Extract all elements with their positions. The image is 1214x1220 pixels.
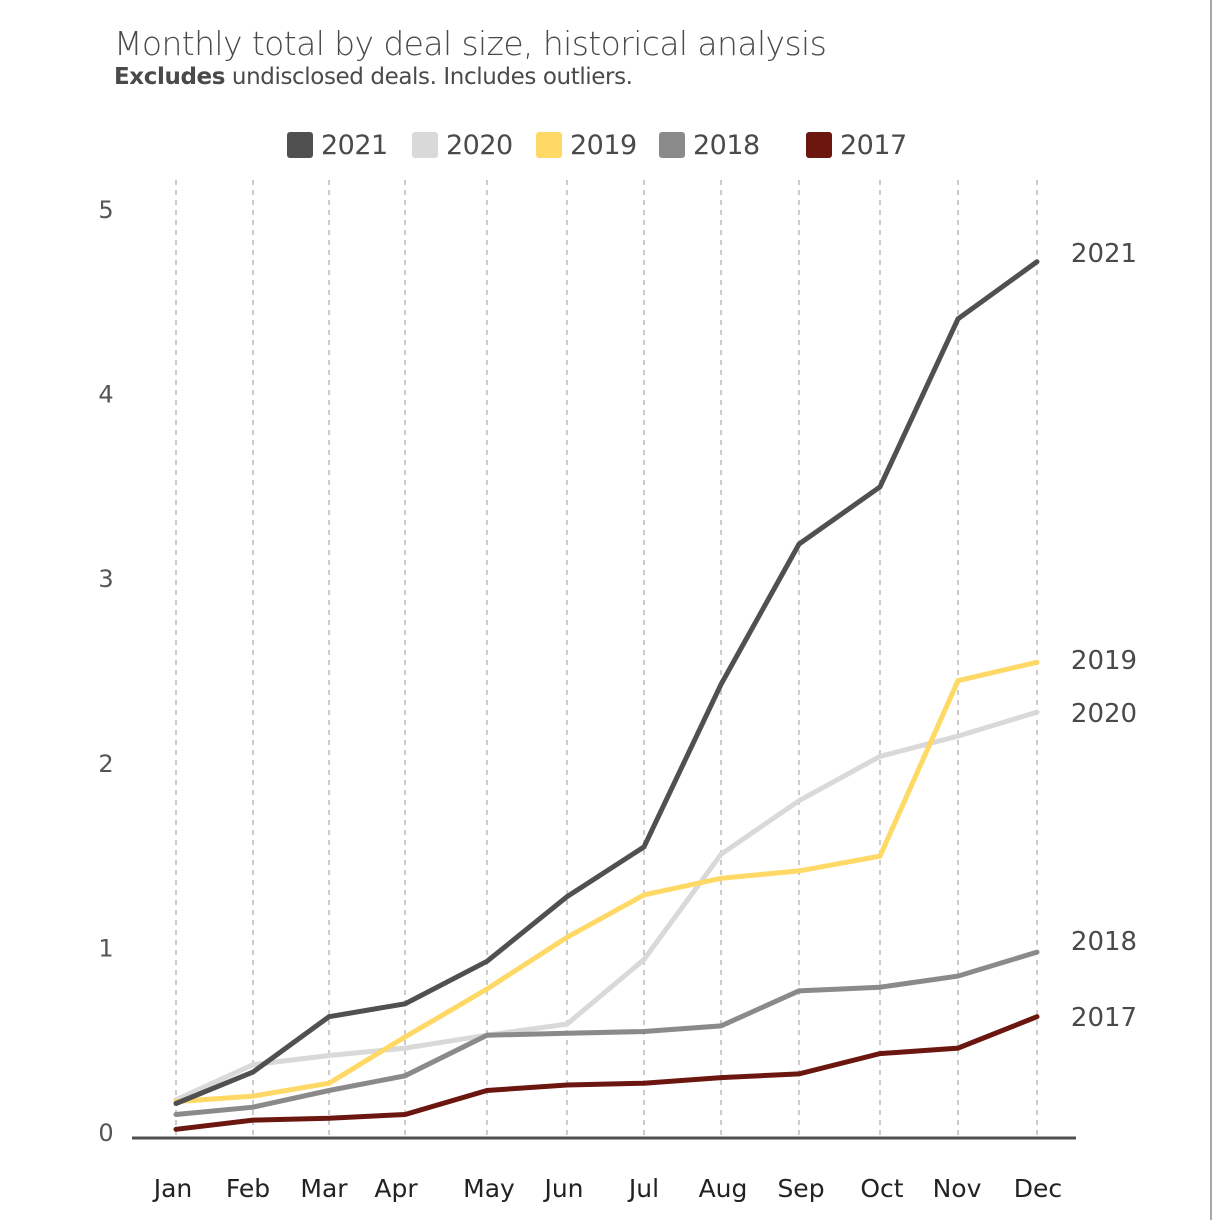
legend-item-2020[interactable]: 2020 <box>412 128 513 162</box>
x-tick-label-aug: Aug <box>699 1174 748 1203</box>
series-line-2018 <box>173 949 1040 1117</box>
end-label-2020: 2020 <box>1071 699 1137 729</box>
x-tick-label-may: May <box>463 1174 515 1203</box>
series-end-labels: 2021 2019 2020 2018 2017 <box>1071 239 1137 1033</box>
x-axis-ticks: Jan Feb Mar Apr May Jun Jul Aug Sep Oct Nov Dec <box>152 1174 1062 1203</box>
chart-title: Monthly total by deal size, historical a… <box>114 24 827 63</box>
y-axis-ticks: 0 1 2 3 4 5 <box>98 196 113 1147</box>
end-label-2017: 2017 <box>1071 1003 1137 1033</box>
x-tick-label-oct: Oct <box>860 1174 903 1203</box>
end-label-2021: 2021 <box>1071 239 1137 269</box>
subtitle-bold: Excludes <box>114 64 225 90</box>
legend-item-2019[interactable]: 2019 <box>536 128 637 162</box>
legend: 2021 2020 2019 2018 2017 <box>0 128 1214 162</box>
legend-swatch-2017 <box>806 132 832 158</box>
legend-item-2017[interactable]: 2017 <box>806 128 907 162</box>
end-label-2018: 2018 <box>1071 927 1137 957</box>
y-tick-label: 1 <box>98 934 113 962</box>
x-tick-label-feb: Feb <box>226 1174 270 1203</box>
x-tick-label-jun: Jun <box>542 1174 583 1203</box>
legend-swatch-2021 <box>287 132 313 158</box>
x-tick-label-jul: Jul <box>627 1174 659 1203</box>
end-label-2019: 2019 <box>1071 646 1137 676</box>
series-line-2017 <box>173 1014 1040 1132</box>
y-tick-label: 0 <box>98 1119 113 1147</box>
legend-swatch-2020 <box>412 132 438 158</box>
frame-border <box>1210 0 1212 1220</box>
x-tick-label-mar: Mar <box>300 1174 348 1203</box>
x-tick-label-apr: Apr <box>374 1174 418 1203</box>
series-line-2020 <box>173 709 1040 1103</box>
legend-item-2021[interactable]: 2021 <box>287 128 388 162</box>
legend-label-2021: 2021 <box>321 129 388 161</box>
subtitle-rest: undisclosed deals. Includes outliers. <box>225 64 633 90</box>
legend-item-2018[interactable]: 2018 <box>659 128 760 162</box>
y-tick-label: 2 <box>98 750 113 778</box>
series-line-2019 <box>173 659 1040 1105</box>
legend-swatch-2018 <box>659 132 685 158</box>
series-line-2021 <box>173 259 1040 1106</box>
x-tick-label-jan: Jan <box>152 1174 193 1203</box>
legend-label-2017: 2017 <box>840 129 907 161</box>
x-tick-label-dec: Dec <box>1014 1174 1062 1203</box>
y-tick-label: 3 <box>98 565 113 593</box>
legend-label-2019: 2019 <box>570 129 637 161</box>
legend-label-2020: 2020 <box>446 129 513 161</box>
y-tick-label: 5 <box>98 196 113 224</box>
y-tick-label: 4 <box>98 381 113 409</box>
x-tick-label-nov: Nov <box>933 1174 982 1203</box>
legend-label-2018: 2018 <box>693 129 760 161</box>
series-lines <box>173 259 1040 1132</box>
legend-swatch-2019 <box>536 132 562 158</box>
chart-subtitle: Excludes undisclosed deals. Includes out… <box>114 64 633 90</box>
x-tick-label-sep: Sep <box>777 1174 824 1203</box>
